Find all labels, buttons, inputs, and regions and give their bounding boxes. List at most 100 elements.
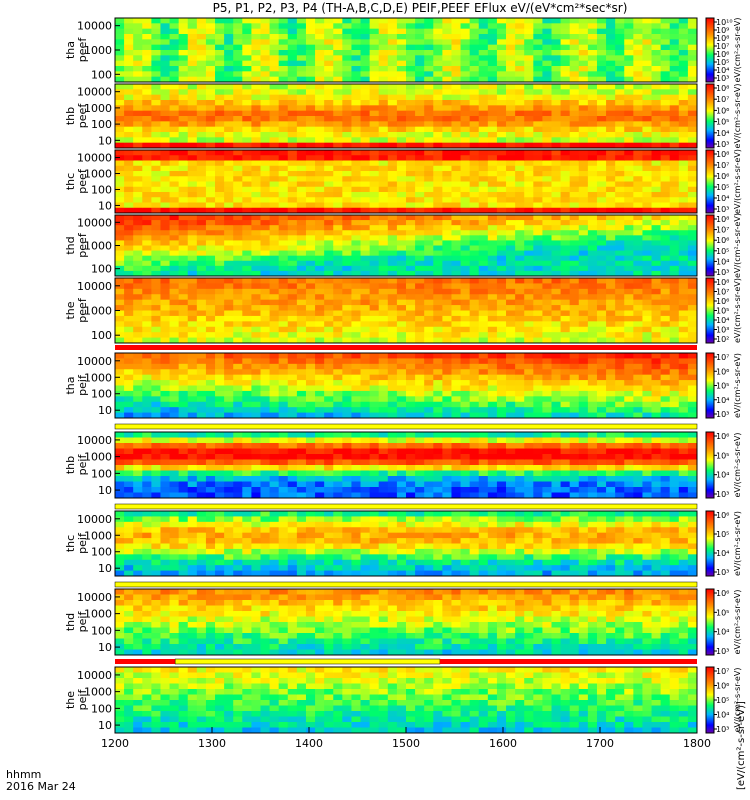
colorbar-tick-label: 10⁴ bbox=[716, 194, 729, 203]
spectrogram-cell bbox=[333, 100, 343, 106]
spectrogram-cell bbox=[596, 321, 607, 328]
spectrogram-cell bbox=[333, 225, 343, 231]
spectrogram-cell bbox=[606, 100, 616, 106]
spectrogram-cell bbox=[433, 160, 443, 167]
spectrogram-cell bbox=[651, 44, 662, 51]
spectrogram-cell bbox=[524, 28, 534, 35]
spectrogram-cell bbox=[587, 137, 598, 144]
spectrogram-cell bbox=[515, 171, 525, 177]
spectrogram-cell bbox=[142, 326, 152, 333]
spectrogram-cell bbox=[678, 321, 689, 328]
spectrogram-cell bbox=[578, 89, 589, 96]
spectrogram-cell bbox=[251, 358, 261, 365]
spectrogram-cell bbox=[451, 305, 462, 311]
spectrogram-cell bbox=[251, 55, 261, 62]
spectrogram-cell bbox=[469, 94, 480, 101]
spectrogram-cell bbox=[687, 197, 698, 203]
spectrogram-cell bbox=[460, 407, 471, 414]
spectrogram-cell bbox=[224, 60, 234, 67]
spectrogram-cell bbox=[487, 255, 498, 262]
spectrogram-cell bbox=[224, 215, 234, 221]
spectrogram-cell bbox=[242, 197, 252, 203]
spectrogram-cell bbox=[205, 412, 216, 419]
spectrogram-cell bbox=[469, 245, 480, 252]
spectrogram-cell bbox=[606, 299, 616, 306]
spectrogram-cell bbox=[542, 160, 552, 167]
spectrogram-cell bbox=[660, 44, 671, 51]
spectrogram-cell bbox=[351, 132, 362, 138]
spectrogram-cell bbox=[187, 337, 198, 344]
spectrogram-cell bbox=[487, 315, 498, 322]
spectrogram-cell bbox=[196, 66, 207, 72]
spectrogram-cell bbox=[578, 171, 589, 177]
spectrogram-cell bbox=[133, 150, 143, 156]
spectrogram-cell bbox=[551, 142, 562, 149]
spectrogram-cell bbox=[115, 385, 125, 392]
spectrogram-cell bbox=[260, 39, 271, 46]
spectrogram-cell bbox=[360, 401, 371, 408]
spectrogram-cell bbox=[269, 245, 280, 252]
spectrogram-cell bbox=[687, 160, 698, 167]
spectrogram-cell bbox=[687, 326, 698, 333]
spectrogram-cell bbox=[424, 380, 434, 386]
spectrogram-cell bbox=[169, 326, 180, 333]
spectrogram-cell bbox=[160, 437, 171, 444]
spectrogram-cell bbox=[542, 34, 552, 40]
spectrogram-cell bbox=[151, 100, 161, 106]
spectrogram-cell bbox=[296, 176, 307, 182]
spectrogram-cell bbox=[606, 110, 616, 117]
spectrogram-cell bbox=[424, 407, 434, 414]
spectrogram-cell bbox=[469, 28, 480, 35]
spectrogram-cell bbox=[369, 225, 380, 231]
spectrogram-cell bbox=[569, 294, 580, 301]
spectrogram-cell bbox=[360, 50, 371, 56]
spectrogram-cell bbox=[324, 407, 334, 414]
spectrogram-cell bbox=[333, 207, 343, 214]
spectrogram-cell bbox=[287, 321, 298, 328]
spectrogram-cell bbox=[360, 260, 371, 267]
spectrogram-cell bbox=[296, 171, 307, 177]
spectrogram-cell bbox=[287, 353, 298, 359]
spectrogram-cell bbox=[378, 23, 389, 30]
spectrogram-cell bbox=[269, 288, 280, 295]
spectrogram-cell bbox=[196, 171, 207, 177]
spectrogram-cell bbox=[578, 23, 589, 30]
spectrogram-cell bbox=[578, 215, 589, 221]
spectrogram-cell bbox=[378, 374, 389, 381]
spectrogram-cell bbox=[669, 380, 680, 386]
spectrogram-cell bbox=[205, 270, 216, 277]
spectrogram-cell bbox=[333, 66, 343, 72]
y-tick-label: 1000 bbox=[84, 240, 112, 253]
spectrogram-cell bbox=[551, 321, 562, 328]
spectrogram-cell bbox=[606, 71, 616, 78]
spectrogram-cell bbox=[296, 245, 307, 252]
spectrogram-cell bbox=[624, 326, 634, 333]
colorbar-tick-label: 10⁵ bbox=[716, 58, 729, 67]
colorbar-tick-label: 10⁷ bbox=[716, 161, 729, 170]
spectrogram-cell bbox=[624, 265, 634, 272]
spectrogram-cell bbox=[233, 380, 243, 386]
spectrogram-cell bbox=[196, 220, 207, 226]
spectrogram-cell bbox=[124, 407, 134, 414]
spectrogram-cell bbox=[233, 155, 243, 161]
spectrogram-cell bbox=[251, 235, 261, 241]
spectrogram-cell bbox=[678, 235, 689, 241]
spectrogram-cell bbox=[542, 142, 552, 149]
spectrogram-cell bbox=[351, 390, 362, 397]
spectrogram-cell bbox=[351, 71, 362, 78]
spectrogram-cell bbox=[269, 470, 280, 477]
spectrogram-cell bbox=[305, 171, 316, 177]
spectrogram-cell bbox=[387, 202, 398, 209]
spectrogram-cell bbox=[151, 240, 161, 246]
spectrogram-cell bbox=[578, 380, 589, 386]
spectrogram-cell bbox=[242, 181, 252, 188]
spectrogram-cell bbox=[560, 50, 571, 56]
spectrogram-cell bbox=[133, 245, 143, 252]
spectrogram-cell bbox=[196, 412, 207, 419]
spectrogram-cell bbox=[460, 23, 471, 30]
spectrogram-cell bbox=[378, 363, 389, 370]
spectrogram-cell bbox=[387, 220, 398, 226]
spectrogram-cell bbox=[151, 459, 161, 466]
spectrogram-cell bbox=[133, 255, 143, 262]
